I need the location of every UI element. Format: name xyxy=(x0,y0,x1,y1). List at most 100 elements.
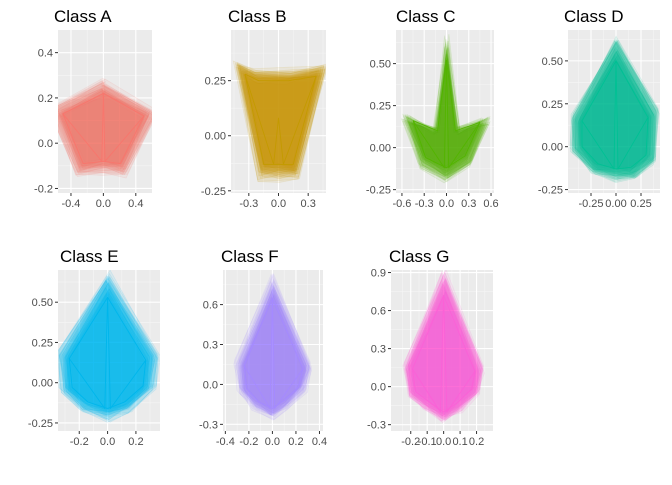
x-tick-label: 0.4 xyxy=(312,436,327,448)
sample-outline xyxy=(66,292,148,411)
sample-outline xyxy=(404,278,482,417)
mean-shape-inner-lines xyxy=(243,297,304,409)
sample-outline xyxy=(569,40,660,182)
facet-class-c: Class C -0.6 -0.3 0.0 0.3 0.6 -0.25 0.00 0.25 0.5… xyxy=(366,7,499,210)
x-tick-label: -0.3 xyxy=(239,198,258,210)
sample-outline xyxy=(58,78,152,175)
sample-outline xyxy=(574,49,655,175)
sample-outline xyxy=(237,63,324,177)
sample-outline xyxy=(58,78,152,179)
sample-outline xyxy=(411,296,476,417)
x-tick-label: 0.2 xyxy=(288,436,303,448)
sample-outline xyxy=(571,40,658,179)
facet-title: Class F xyxy=(221,247,279,266)
x-tick-label: -0.25 xyxy=(578,198,603,210)
y-tick-label: 0.2 xyxy=(38,93,53,105)
y-tick-label: 0.3 xyxy=(203,340,218,352)
sample-outline xyxy=(240,288,309,416)
x-tick-label: -0.1 xyxy=(418,436,437,448)
sample-outline xyxy=(407,290,480,415)
sample-outline xyxy=(408,281,480,415)
y-tick-label: -0.25 xyxy=(201,186,226,198)
facet-class-f: Class F -0.4 -0.2 0.0 0.2 0.4 -0.3 0.0 0.3 0.6 xyxy=(199,247,327,448)
mean-shape-inner-lines xyxy=(581,60,649,170)
sample-outline xyxy=(237,66,322,176)
x-tick-label: 0.3 xyxy=(301,198,316,210)
y-tick-label: 0.3 xyxy=(371,344,386,356)
sample-outline xyxy=(242,287,307,414)
sample-outline xyxy=(63,280,152,415)
sample-outline xyxy=(407,280,482,417)
mean-shape-inner-lines xyxy=(412,59,481,169)
x-tick-label: -0.6 xyxy=(392,198,411,210)
sample-outline xyxy=(242,285,310,415)
x-tick-label: -0.2 xyxy=(239,436,258,448)
facet-title: Class A xyxy=(54,7,112,26)
sample-outline xyxy=(407,285,482,417)
y-tick-label: 0.50 xyxy=(542,56,563,68)
data-layer xyxy=(232,60,326,183)
x-tick-label: 0.0 xyxy=(436,436,451,448)
sample-outline xyxy=(66,287,150,412)
x-tick-label: 0.1 xyxy=(452,436,467,448)
facet-title: Class C xyxy=(396,7,456,26)
sample-outline xyxy=(238,283,307,416)
sample-outline xyxy=(408,288,479,420)
sample-outline xyxy=(60,92,146,168)
y-tick-label: 0.25 xyxy=(370,101,391,113)
x-tick-label: -0.2 xyxy=(401,436,420,448)
panel-background xyxy=(396,30,494,193)
y-tick-label: 0.6 xyxy=(203,300,218,312)
sample-outline xyxy=(404,271,483,418)
x-tick-label: -0.4 xyxy=(216,436,235,448)
x-tick-label: 0.0 xyxy=(271,198,286,210)
sample-outline xyxy=(58,275,158,423)
mean-shape-outline xyxy=(244,73,317,165)
sample-outline xyxy=(58,81,152,177)
sample-outline xyxy=(239,278,310,416)
y-tick-label: 0.4 xyxy=(38,48,53,60)
sample-outline xyxy=(234,62,326,182)
facet-class-e: Class E -0.2 0.0 0.2 -0.25 0.00 0.25 0.50 xyxy=(28,247,160,448)
sample-outline xyxy=(235,66,326,180)
facet-title: Class D xyxy=(564,7,624,26)
sample-outline xyxy=(241,69,320,171)
sample-outline xyxy=(574,41,658,180)
sample-outline xyxy=(66,288,153,410)
mean-shape-outline xyxy=(62,92,145,165)
sample-outline xyxy=(242,293,307,411)
mean-shape-outline xyxy=(411,295,476,413)
sample-outline xyxy=(406,44,487,181)
sample-outline xyxy=(66,287,150,413)
y-tick-label: 0.00 xyxy=(542,142,563,154)
y-tick-label: -0.25 xyxy=(28,418,53,430)
x-tick-label: -0.3 xyxy=(415,198,434,210)
y-tick-label: -0.2 xyxy=(34,183,53,195)
sample-outline xyxy=(236,61,326,179)
sample-outline xyxy=(405,277,483,418)
x-tick-label: 0.0 xyxy=(100,436,115,448)
sample-outline xyxy=(405,271,483,418)
sample-outline xyxy=(571,35,656,178)
sample-outline xyxy=(67,291,149,413)
sample-outline xyxy=(572,40,656,180)
sample-outline xyxy=(58,90,150,168)
y-tick-label: 0.6 xyxy=(371,306,386,318)
y-tick-label: -0.25 xyxy=(366,185,391,197)
sample-outline xyxy=(232,60,326,183)
sample-outline xyxy=(409,283,478,419)
data-layer xyxy=(58,78,152,179)
x-tick-label: 0.3 xyxy=(461,198,476,210)
sample-outline xyxy=(242,288,307,415)
y-tick-label: 0.00 xyxy=(205,131,226,143)
sample-outline xyxy=(238,284,307,416)
y-tick-label: -0.25 xyxy=(538,185,563,197)
sample-outline xyxy=(571,39,657,183)
x-tick-label: 0.0 xyxy=(265,436,280,448)
sample-outline xyxy=(407,283,476,412)
sample-outline xyxy=(572,39,657,178)
y-tick-label: 0.25 xyxy=(542,99,563,111)
sample-outline xyxy=(241,289,308,413)
x-tick-label: 0.2 xyxy=(469,436,484,448)
